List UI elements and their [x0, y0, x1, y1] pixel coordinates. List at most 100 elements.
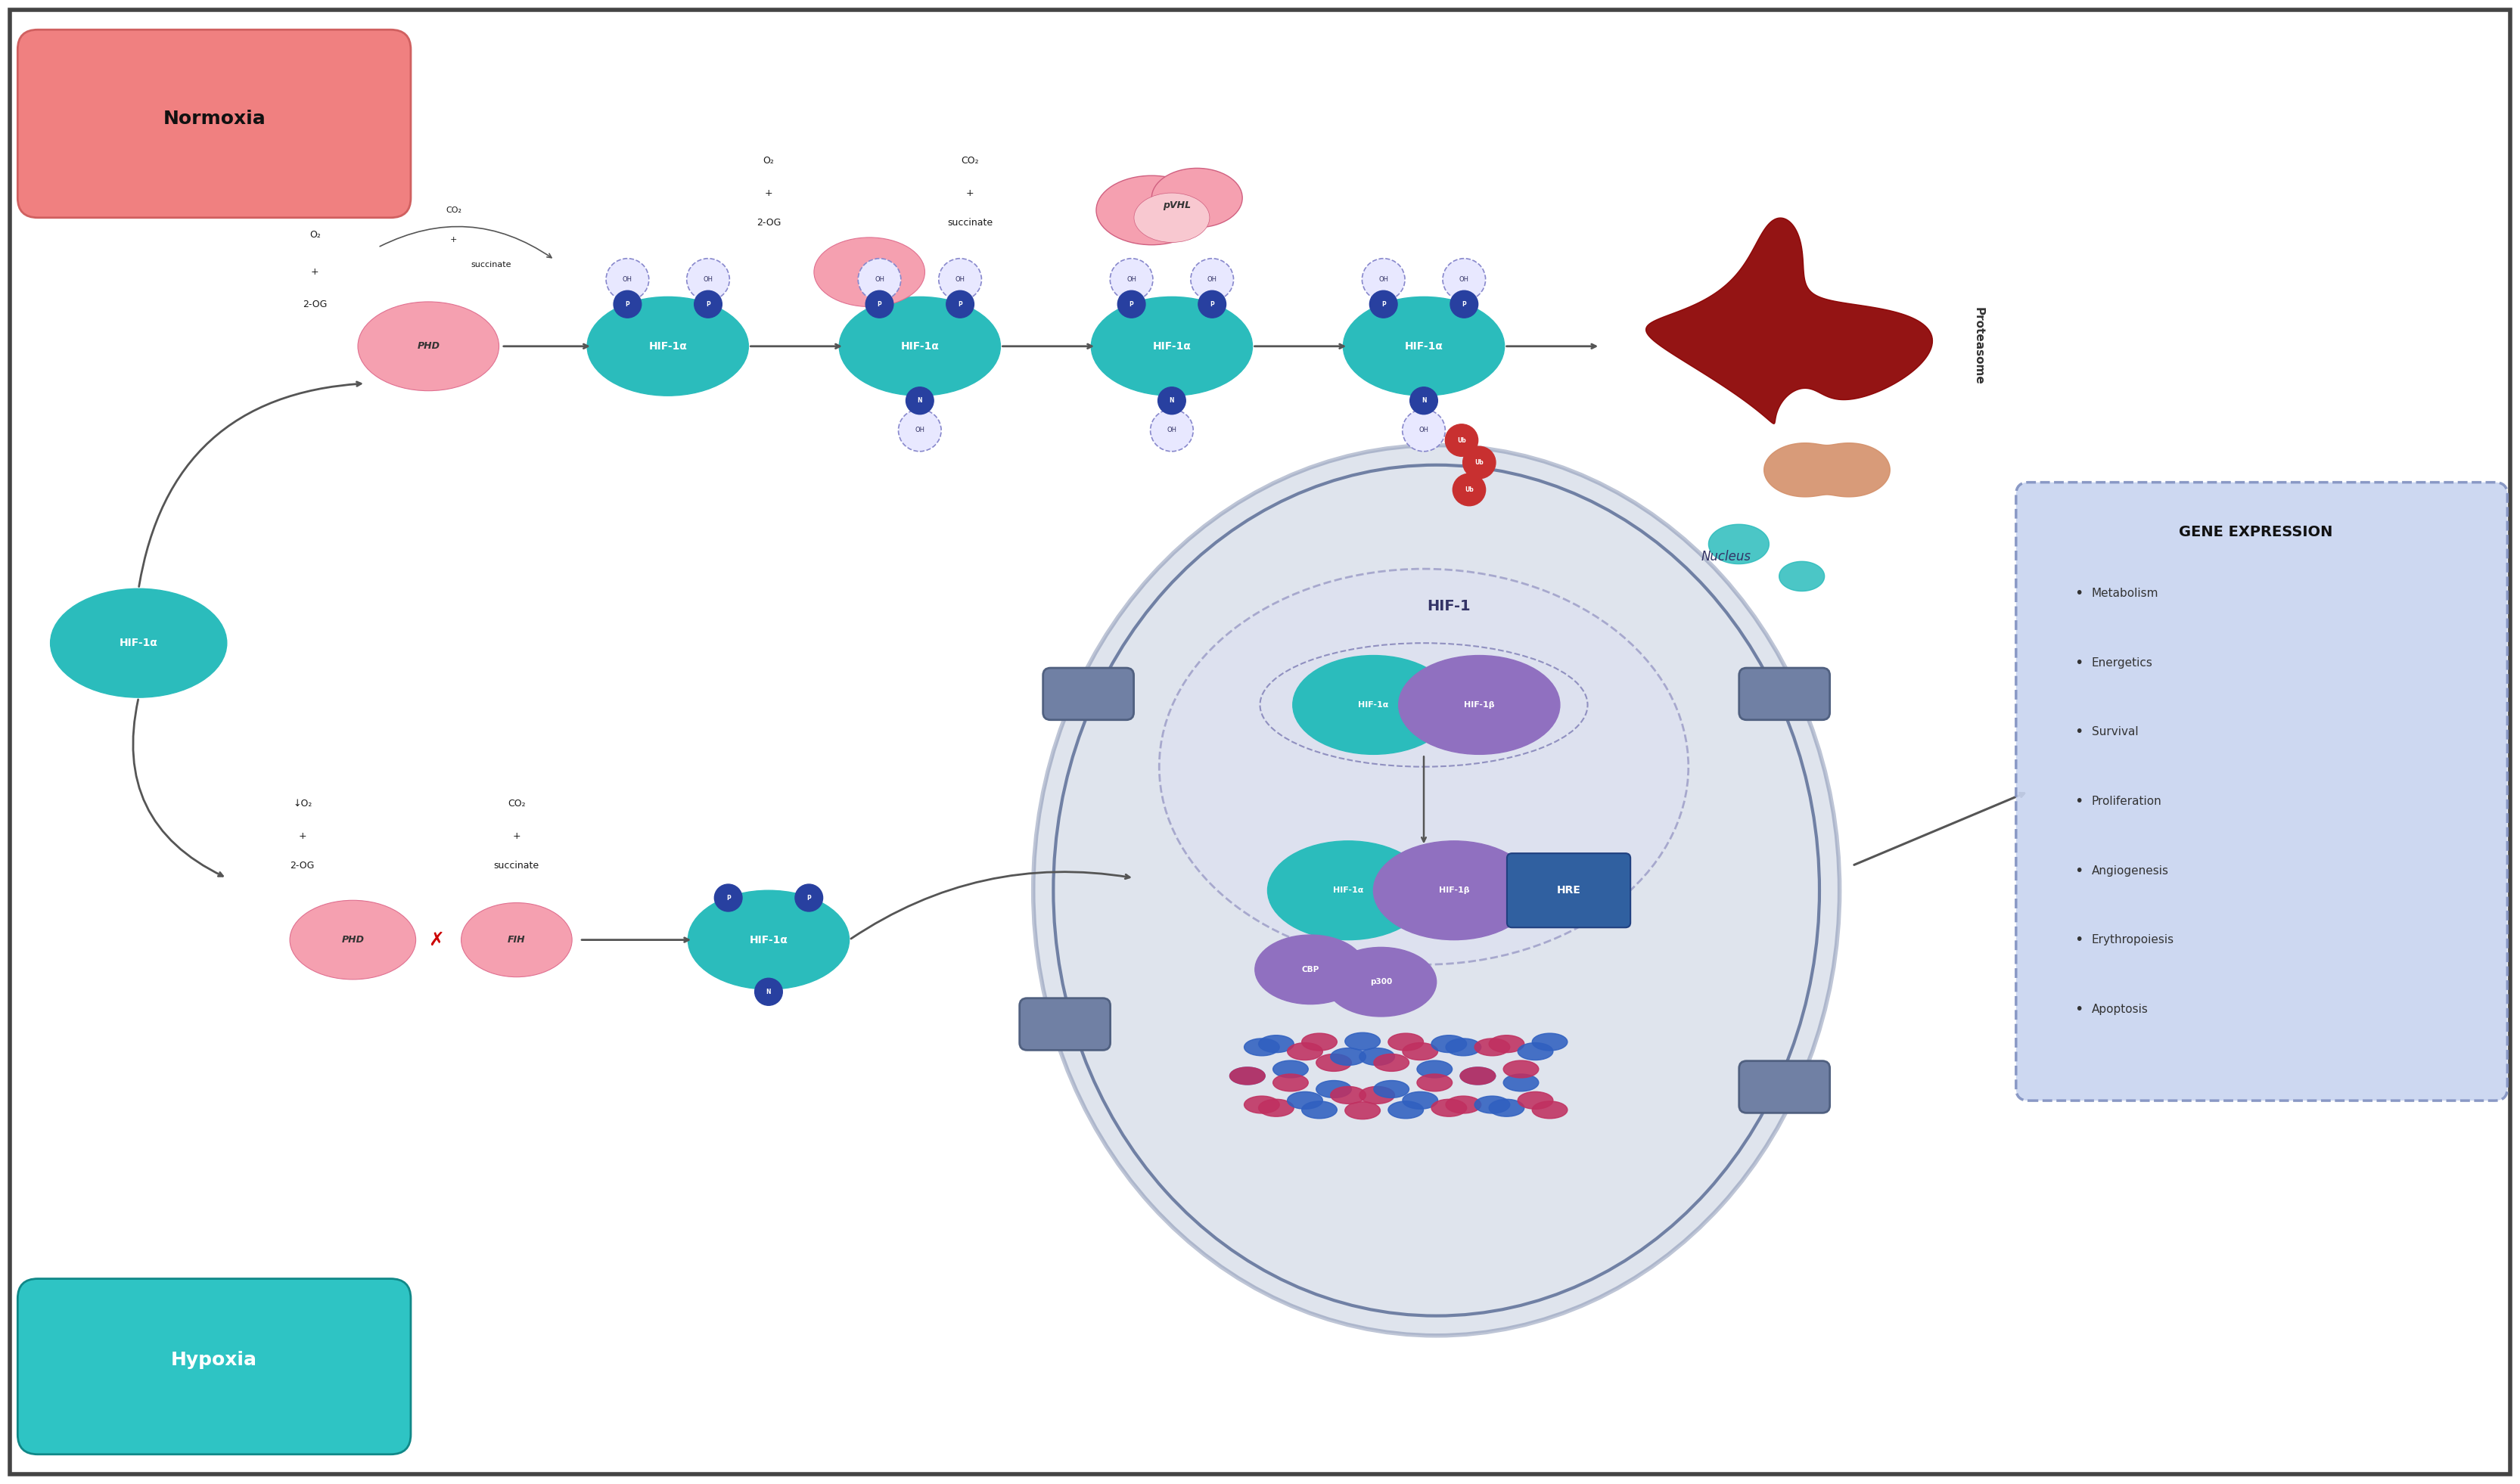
Text: Ub: Ub	[1474, 459, 1484, 466]
Text: Ub: Ub	[1464, 487, 1474, 493]
Text: +: +	[451, 236, 456, 243]
Text: +: +	[764, 188, 774, 197]
Text: PHD: PHD	[416, 341, 441, 352]
Ellipse shape	[1230, 1067, 1265, 1085]
Ellipse shape	[1358, 1048, 1394, 1066]
Text: Nucleus: Nucleus	[1701, 549, 1751, 564]
Ellipse shape	[461, 902, 572, 976]
Ellipse shape	[1346, 1101, 1381, 1119]
Text: HIF-1α: HIF-1α	[1333, 886, 1363, 895]
Ellipse shape	[1119, 291, 1147, 318]
Ellipse shape	[1373, 1080, 1409, 1098]
Ellipse shape	[1532, 1033, 1567, 1051]
Text: +: +	[965, 188, 975, 197]
Text: pVHL: pVHL	[1162, 200, 1192, 211]
Text: Proliferation: Proliferation	[2092, 795, 2162, 807]
Text: OH: OH	[703, 276, 713, 283]
Text: HIF-1β: HIF-1β	[1464, 700, 1494, 709]
Text: succinate: succinate	[948, 218, 993, 227]
Ellipse shape	[1371, 291, 1396, 318]
Text: HRE: HRE	[1557, 884, 1580, 896]
FancyBboxPatch shape	[1021, 999, 1111, 1051]
Ellipse shape	[358, 301, 499, 390]
Text: Hypoxia: Hypoxia	[171, 1352, 257, 1370]
Ellipse shape	[1517, 1043, 1552, 1060]
Ellipse shape	[1257, 1100, 1293, 1116]
Text: +: +	[310, 267, 320, 278]
Ellipse shape	[1111, 258, 1154, 300]
Text: Energetics: Energetics	[2092, 657, 2152, 668]
Ellipse shape	[1315, 1080, 1351, 1098]
Text: OH: OH	[1419, 427, 1429, 433]
Text: HIF-1α: HIF-1α	[648, 341, 688, 352]
Text: OH: OH	[1126, 276, 1137, 283]
Ellipse shape	[1152, 410, 1194, 451]
Ellipse shape	[1288, 1043, 1323, 1060]
Text: OH: OH	[1207, 276, 1217, 283]
FancyBboxPatch shape	[18, 30, 411, 218]
Ellipse shape	[940, 258, 983, 300]
Ellipse shape	[1159, 568, 1688, 965]
Ellipse shape	[867, 291, 895, 318]
Ellipse shape	[1159, 387, 1187, 414]
Ellipse shape	[615, 291, 643, 318]
FancyBboxPatch shape	[1507, 853, 1630, 928]
Text: Erythropoiesis: Erythropoiesis	[2092, 935, 2175, 945]
Ellipse shape	[1404, 1043, 1439, 1060]
Text: OH: OH	[874, 276, 885, 283]
Ellipse shape	[1331, 1048, 1366, 1066]
Text: ↓O₂: ↓O₂	[292, 798, 312, 809]
Text: HIF-1α: HIF-1α	[1152, 341, 1192, 352]
Text: •: •	[2074, 656, 2084, 671]
Ellipse shape	[1273, 1061, 1308, 1077]
Text: P: P	[1129, 301, 1134, 307]
Text: CBP: CBP	[1303, 966, 1318, 974]
Ellipse shape	[1326, 947, 1436, 1017]
Text: •: •	[2074, 586, 2084, 601]
Text: •: •	[2074, 864, 2084, 879]
Ellipse shape	[1315, 1054, 1351, 1071]
Text: P: P	[726, 895, 731, 901]
Ellipse shape	[587, 297, 748, 396]
Polygon shape	[1779, 561, 1824, 591]
Ellipse shape	[50, 589, 227, 697]
Text: O₂: O₂	[764, 156, 774, 166]
Text: P: P	[706, 301, 711, 307]
Text: •: •	[2074, 1002, 2084, 1017]
Polygon shape	[1764, 444, 1890, 497]
Ellipse shape	[1532, 1101, 1567, 1119]
Text: FIH: FIH	[507, 935, 527, 945]
Ellipse shape	[1358, 1086, 1394, 1104]
Ellipse shape	[948, 291, 975, 318]
Text: succinate: succinate	[494, 861, 539, 871]
Ellipse shape	[857, 258, 902, 300]
Ellipse shape	[1373, 1054, 1409, 1071]
Ellipse shape	[1474, 1097, 1509, 1113]
Text: +: +	[297, 831, 307, 841]
Ellipse shape	[1517, 1092, 1552, 1109]
Ellipse shape	[1504, 1061, 1540, 1077]
Ellipse shape	[1401, 410, 1446, 451]
Ellipse shape	[756, 978, 781, 1006]
Ellipse shape	[1192, 258, 1235, 300]
Ellipse shape	[1399, 656, 1560, 754]
FancyBboxPatch shape	[1739, 1061, 1830, 1113]
Ellipse shape	[716, 884, 743, 911]
Ellipse shape	[907, 387, 935, 414]
Ellipse shape	[1096, 175, 1207, 245]
Text: CO₂: CO₂	[507, 798, 527, 809]
Ellipse shape	[1245, 1039, 1280, 1055]
Ellipse shape	[688, 890, 849, 990]
Text: CO₂: CO₂	[960, 156, 980, 166]
Ellipse shape	[1411, 387, 1436, 414]
Text: N: N	[917, 398, 922, 404]
Text: OH: OH	[1167, 427, 1177, 433]
Ellipse shape	[839, 297, 1000, 396]
Text: PHD: PHD	[340, 935, 365, 945]
Ellipse shape	[1200, 291, 1227, 318]
Polygon shape	[1646, 218, 1933, 424]
Text: 2-OG: 2-OG	[756, 218, 781, 227]
Ellipse shape	[796, 884, 824, 911]
Ellipse shape	[1459, 1067, 1494, 1085]
Text: +: +	[512, 831, 522, 841]
